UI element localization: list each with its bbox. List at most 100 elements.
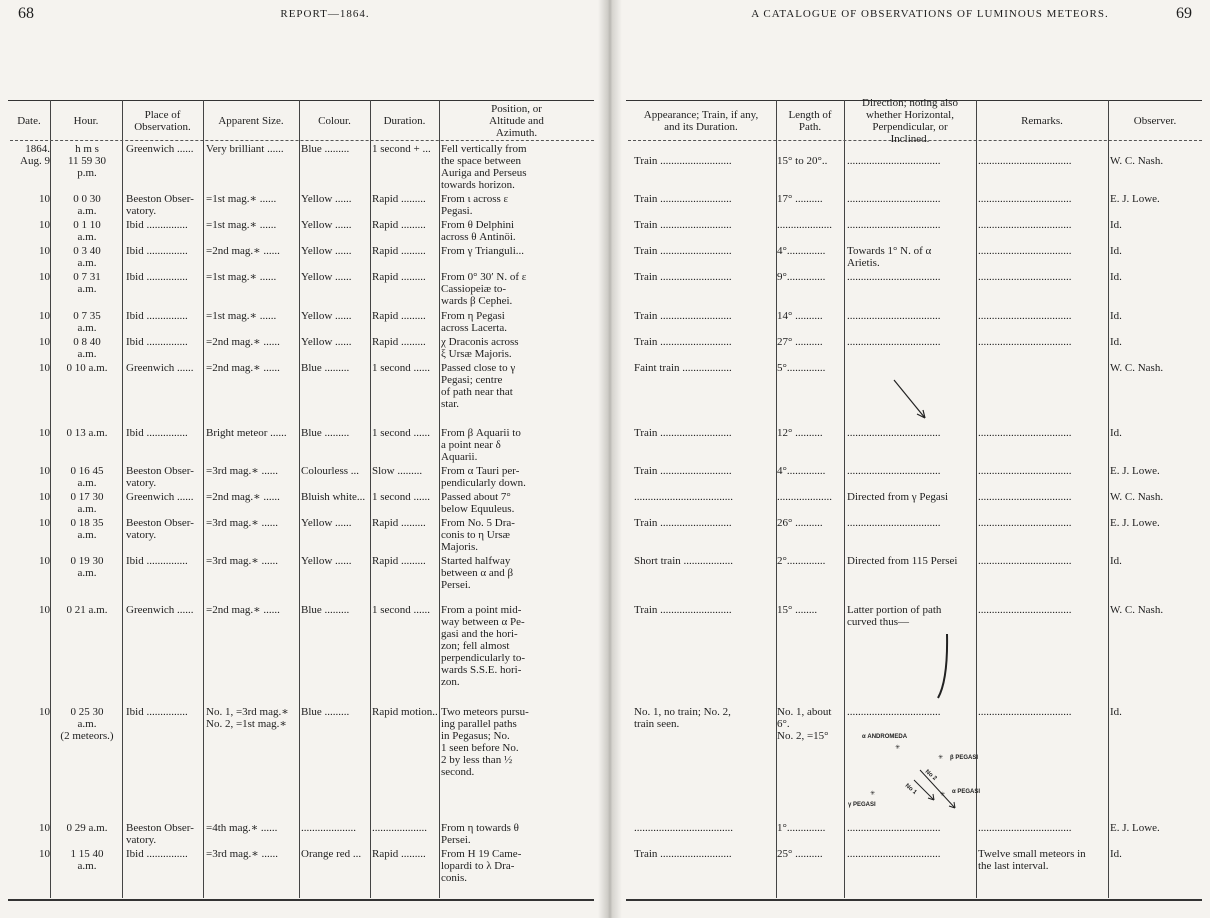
cell-appearance: Train .......................... [634, 848, 732, 860]
right-running-head: A CATALOGUE OF OBSERVATIONS OF LUMINOUS … [751, 8, 1109, 20]
cell-colour: Colourless ... [301, 465, 360, 477]
cell-appearance: .................................... [634, 491, 733, 503]
cell-size: =1st mag.∗ ...... [206, 219, 277, 231]
cell-duration: Rapid ......... [372, 517, 426, 529]
cell-observer: Id. [1110, 219, 1122, 231]
right-table-frame [626, 100, 1202, 901]
cell-direction: .................................. [847, 427, 941, 439]
cell-observer: W. C. Nash. [1110, 155, 1164, 167]
cell-direction: .................................. [847, 517, 941, 529]
cell-place: Ibid ............... [126, 555, 188, 567]
cell-observer: W. C. Nash. [1110, 604, 1164, 616]
cell-date: 10 [39, 219, 50, 231]
cell-place: Beeston Obser- vatory. [126, 193, 194, 217]
cell-date: 10 [39, 245, 50, 257]
cell-remarks: .................................. [978, 517, 1072, 529]
cell-hour: 0 29 a.m. [66, 822, 108, 834]
cell-direction: Latter portion of path curved thus— [847, 604, 942, 628]
cell-duration: 1 second + ... [372, 143, 431, 155]
cell-size: =3rd mag.∗ ...... [206, 555, 279, 567]
cell-hour: 0 18 35 a.m. [70, 517, 104, 541]
cell-remarks: .................................. [978, 193, 1072, 205]
column-divider [439, 100, 440, 898]
cell-remarks: .................................. [978, 427, 1072, 439]
cell-direction: .................................. [847, 155, 941, 167]
cell-remarks: .................................. [978, 310, 1072, 322]
cell-place: Ibid ............... [126, 848, 188, 860]
cell-date: 10 [39, 706, 50, 718]
cell-direction: .................................. [847, 848, 941, 860]
cell-duration: 1 second ...... [372, 362, 431, 374]
cell-appearance: Short train .................. [634, 555, 733, 567]
column-divider [370, 100, 371, 898]
cell-direction: .................................. [847, 310, 941, 322]
header-rule [10, 140, 594, 141]
cell-colour: Yellow ...... [301, 517, 352, 529]
cell-position: Passed close to γ Pegasi; centre of path… [441, 362, 516, 410]
cell-position: From H 19 Came- lopardi to λ Dra- conis. [441, 848, 522, 884]
cell-length: 26° .......... [777, 517, 823, 529]
cell-direction: .................................. [847, 193, 941, 205]
cell-length: 9°.............. [777, 271, 826, 283]
cell-hour: 0 25 30 a.m. (2 meteors.) [60, 706, 114, 742]
cell-hour: 0 16 45 a.m. [70, 465, 104, 489]
cell-date: 10 [39, 427, 50, 439]
cell-place: Ibid ............... [126, 245, 188, 257]
cell-colour: Blue ......... [301, 362, 350, 374]
cell-date: 10 [39, 310, 50, 322]
cell-remarks: .................................. [978, 245, 1072, 257]
cell-duration: 1 second ...... [372, 604, 431, 616]
cell-direction: .................................. [847, 822, 941, 834]
cell-appearance: Train .......................... [634, 336, 732, 348]
cell-duration: 1 second ...... [372, 491, 431, 503]
cell-colour: Blue ......... [301, 427, 350, 439]
column-divider [122, 100, 123, 898]
cell-length: 27° .......... [777, 336, 823, 348]
star-chart: α ANDROMEDA ✳ ✳ β PEGASI ✳ α PEGASI ✳ γ … [848, 734, 980, 809]
cell-appearance: Train .......................... [634, 245, 732, 257]
cell-colour: Bluish white... [301, 491, 366, 503]
cell-appearance: Faint train .................. [634, 362, 732, 374]
cell-length: 1°.............. [777, 822, 826, 834]
label-no1: No 1 [904, 783, 918, 796]
cell-appearance: Train .......................... [634, 604, 732, 616]
cell-date: 1864. Aug. 9 [20, 143, 50, 167]
cell-direction: .................................. [847, 271, 941, 283]
cell-remarks: .................................. [978, 604, 1072, 616]
column-header: Colour. [318, 115, 351, 127]
column-header: Place of Observation. [134, 109, 191, 133]
cell-appearance: Train .......................... [634, 271, 732, 283]
cell-observer: Id. [1110, 706, 1122, 718]
cell-length: 15° to 20°.. [777, 155, 828, 167]
cell-position: Two meteors pursu- ing parallel paths in… [441, 706, 529, 778]
cell-position: From γ Trianguli... [441, 245, 524, 257]
right-page-number: 69 [1176, 5, 1192, 22]
column-header: Appearance; Train, if any, and its Durat… [643, 109, 759, 133]
cell-date: 10 [39, 336, 50, 348]
star-alpha-andromeda: ✳ [895, 744, 900, 751]
cell-remarks: .................................. [978, 271, 1072, 283]
cell-size: =2nd mag.∗ ...... [206, 362, 280, 374]
cell-length: 15° ........ [777, 604, 818, 616]
cell-observer: Id. [1110, 245, 1122, 257]
header-rule [628, 140, 1202, 141]
cell-place: Greenwich ...... [126, 604, 194, 616]
label-beta-pegasi: β PEGASI [950, 755, 978, 761]
cell-position: From θ Delphini across θ Antinöi. [441, 219, 516, 243]
cell-remarks: .................................. [978, 822, 1072, 834]
column-divider [776, 100, 777, 898]
cell-length: .................... [777, 219, 832, 231]
cell-hour: 0 7 31 a.m. [73, 271, 101, 295]
cell-observer: W. C. Nash. [1110, 491, 1164, 503]
cell-place: Greenwich ...... [126, 362, 194, 374]
arrow-direction-icon [893, 379, 926, 419]
star-alpha-pegasi: ✳ [940, 791, 945, 798]
cell-size: =3rd mag.∗ ...... [206, 465, 279, 477]
cell-length: 12° .......... [777, 427, 823, 439]
cell-duration: Rapid ......... [372, 271, 426, 283]
cell-position: χ Draconis across ξ Ursæ Majoris. [441, 336, 519, 360]
cell-position: Passed about 7° below Equuleus. [441, 491, 515, 515]
cell-observer: Id. [1110, 310, 1122, 322]
cell-direction: Directed from γ Pegasi [847, 491, 949, 503]
cell-position: Started halfway between α and β Persei. [441, 555, 514, 591]
